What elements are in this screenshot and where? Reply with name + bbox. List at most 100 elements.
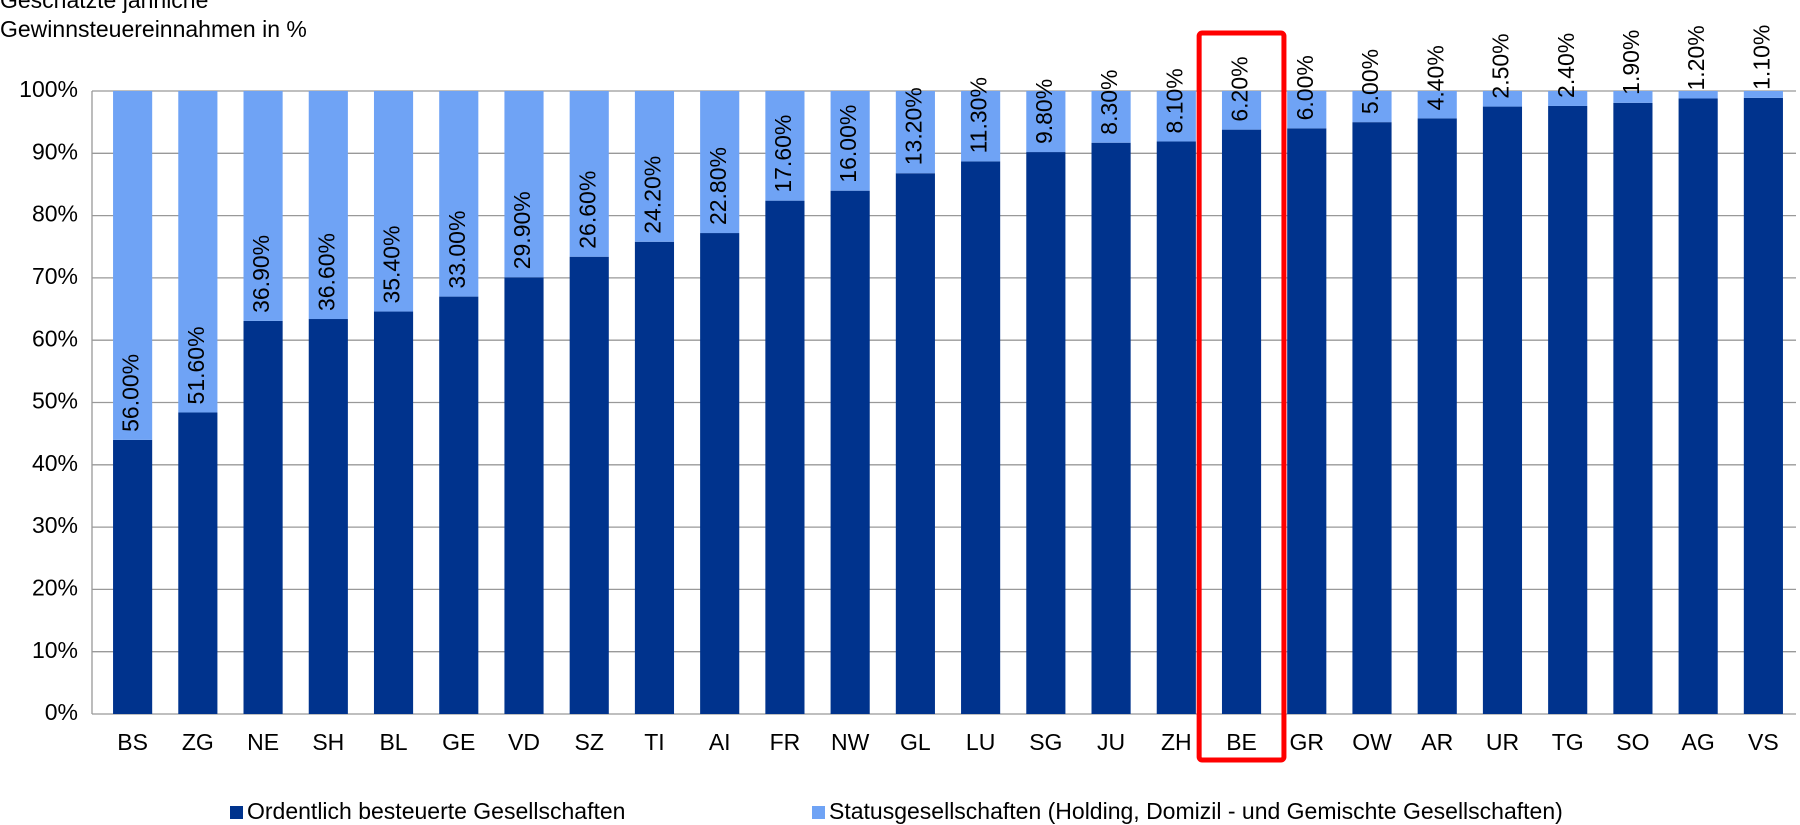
x-tick-label: GE [442,729,475,755]
bar-segment [1678,98,1718,714]
value-label: 1.10% [1748,25,1774,90]
x-tick-label: GR [1290,729,1325,755]
bar-segment [1613,102,1653,715]
bar-segment [1156,141,1196,714]
value-label: 8.10% [1161,68,1187,133]
bar-segment [1743,91,1783,98]
value-label: 2.50% [1488,33,1514,98]
value-label: 2.40% [1553,33,1579,98]
bar-segment [1026,91,1066,153]
y-tick-label: 40% [32,450,78,476]
value-label: 35.40% [379,226,405,304]
bar-segment [1221,129,1262,715]
bar-segment [830,190,870,714]
bar-segment [243,320,283,714]
value-label: 22.80% [705,147,731,225]
bar-segment [1026,152,1066,714]
value-label: 26.60% [574,171,600,249]
value-label: 6.00% [1292,55,1318,120]
x-tick-label: FR [770,729,801,755]
x-tick-label: OW [1352,729,1392,755]
value-label: 36.90% [248,235,274,313]
bar-segment [373,91,414,312]
bar-segment [1417,91,1457,119]
x-tick-label: TG [1552,729,1584,755]
bar-segment [1482,106,1523,714]
x-tick-label: SZ [575,729,604,755]
y-tick-label: 30% [32,512,78,538]
x-tick-label: UR [1486,729,1519,755]
bar-segment [308,91,348,320]
bar-segment [1352,91,1392,123]
y-tick-label: 60% [32,325,78,351]
value-label: 6.20% [1227,56,1253,121]
bar-segment [765,91,805,201]
value-label: 16.00% [835,105,861,183]
value-label: 1.20% [1683,25,1709,90]
bar-segment [243,91,283,321]
bar-segment [1091,142,1131,715]
x-tick-label: JU [1097,729,1125,755]
chart-title: Geschätzte jährliche [0,0,208,13]
x-tick-label: VD [508,729,540,755]
bar-segment [439,296,479,714]
y-tick-label: 90% [32,138,78,164]
x-tick-label: BL [379,729,407,755]
bar-segment [1417,118,1457,715]
bar-segment [700,233,740,714]
bar-segment [634,241,675,715]
bar-segment [1221,91,1262,130]
value-label: 33.00% [444,211,470,289]
bar-segment [1743,97,1783,714]
legend-label: Ordentlich besteuerte Gesellschaften [247,798,625,824]
value-label: 5.00% [1357,49,1383,114]
bar-segment [1613,91,1653,103]
y-tick-label: 70% [32,263,78,289]
x-tick-label: BE [1226,729,1257,755]
bar-segment [113,439,153,714]
chart-title: Gewinnsteuereinnahmen in % [0,16,307,42]
value-label: 24.20% [640,156,666,234]
bar-segment [634,91,675,242]
bar-segment [569,91,609,257]
bar-segment [961,161,1001,715]
bar-segment [961,91,1001,162]
x-tick-label: ZH [1161,729,1192,755]
value-label: 36.60% [313,233,339,311]
value-label: 17.60% [770,115,796,193]
legend-label: Statusgesellschaften (Holding, Domizil -… [829,798,1563,824]
bar-segment [1091,91,1131,143]
value-label: 56.00% [118,354,144,432]
x-tick-label: AG [1682,729,1715,755]
x-tick-label: SG [1029,729,1062,755]
bar-segment [1287,91,1327,129]
y-tick-label: 80% [32,201,78,227]
bar-segment [895,173,935,715]
y-tick-label: 0% [45,699,78,725]
x-tick-label: AI [709,729,731,755]
bar-segment [1548,91,1588,106]
y-tick-label: 10% [32,637,78,663]
bar-segment [178,412,218,714]
bar-segment [504,91,544,278]
value-label: 29.90% [509,191,535,269]
bar-segment [765,200,805,714]
x-tick-label: AR [1421,729,1453,755]
x-tick-label: SH [312,729,344,755]
bar-segment [700,91,740,234]
bar-segment [308,319,348,714]
value-label: 8.30% [1096,69,1122,134]
x-tick-label: GL [900,729,931,755]
bar-segment [439,91,479,297]
value-label: 9.80% [1031,79,1057,144]
bar-segment [1287,128,1327,714]
value-label: 11.30% [966,77,992,153]
x-tick-label: TI [644,729,664,755]
highlight-box [1196,30,1287,763]
bar-segment [1548,105,1588,714]
legend-swatch [812,806,825,819]
bar-segment [569,256,609,714]
x-tick-label: VS [1748,729,1779,755]
value-label: 13.20% [900,87,926,165]
